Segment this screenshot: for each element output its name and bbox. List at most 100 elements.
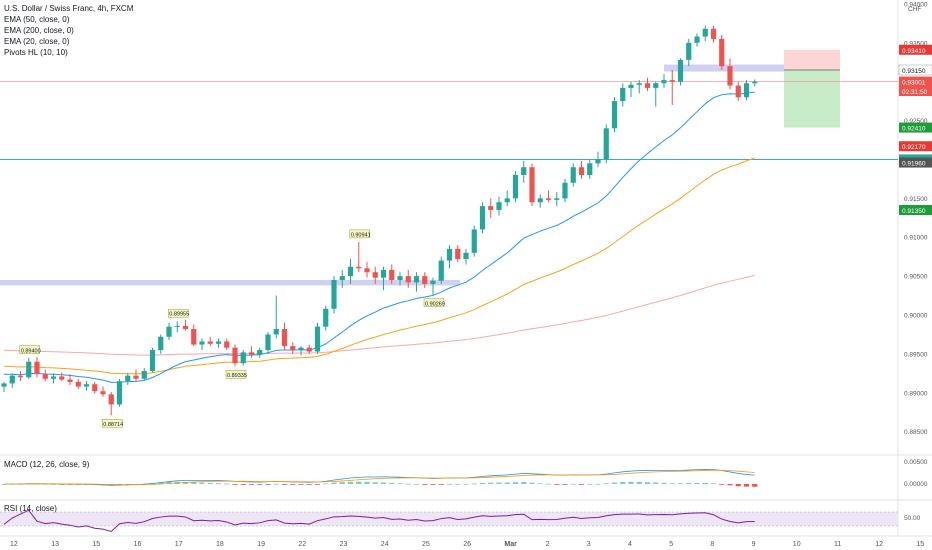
macd-histogram-bar [578,484,585,485]
x-tick-label: 22 [298,541,306,548]
x-tick-label: 13 [51,541,59,548]
macd-histogram-bar [215,483,222,485]
candle-body [356,266,362,269]
currency-label: CHF [908,6,921,13]
macd-histogram-bar [356,481,362,484]
price-label-box [898,64,932,76]
candle-body [67,379,73,382]
take-profit-zone [784,70,840,128]
macd-histogram-bar [240,484,246,485]
y-tick-label: 0.94000 [904,1,928,8]
pivot-label: 0.88714 [103,422,123,428]
price-label-box [899,44,932,55]
macd-histogram-bar [455,483,461,485]
macd-histogram-bar [446,483,453,485]
candle-body [521,167,527,175]
candle-body [50,376,57,379]
macd-histogram-bar [661,482,667,484]
price-label: 0.92170 [902,144,926,151]
macd-histogram-bar [735,484,741,487]
macd-histogram-bar [727,484,733,486]
macd-histogram-bar [59,484,65,485]
macd-histogram-bar [347,481,354,484]
candle-body [108,394,114,405]
candle-body [380,269,387,278]
chart-legend: U.S. Dollar / Swiss Franc, 4h, FXCM EMA … [4,3,133,58]
candle-body [339,276,345,280]
macd-histogram-bar [636,481,642,484]
price-label: 02:31:50 [902,89,928,96]
candle-body [306,347,312,352]
candle-body [265,334,271,350]
candle-body [446,248,453,261]
candle-body [34,361,40,375]
candle-body [83,384,90,387]
pivot-label: 0.89335 [227,373,247,379]
pivot-label-box [19,345,40,355]
price-label: 0.91350 [902,208,926,215]
candle-body [215,341,222,344]
macd-histogram-bar [207,483,213,484]
candle-body [636,83,642,85]
symbol-title: U.S. Dollar / Swiss Franc, 4h, FXCM [4,4,134,13]
macd-tick-label: 0.00000 [904,481,928,488]
x-tick-label: 17 [175,541,183,548]
macd-histogram-bar [158,482,164,484]
macd-histogram-bar [595,483,601,485]
macd-histogram-bar [182,481,189,484]
macd-histogram-bar [537,483,543,485]
candle-body [26,361,32,378]
macd-histogram-bar [587,483,593,485]
macd-label: MACD (12, 26, close, 9) [4,460,90,469]
macd-histogram-bar [323,483,329,485]
x-tick-label: 23 [340,541,348,548]
candle-body [141,371,147,379]
macd-histogram-bar [644,482,651,484]
indicator-ema20: EMA (20, close, 0) [4,37,70,46]
candle-body [743,83,750,98]
x-tick-label: 12 [10,541,18,548]
x-tick-label: 15 [916,541,924,548]
candle-body [323,308,329,327]
macd-histogram-bar [422,484,428,485]
x-tick-label: 25 [422,541,430,548]
candle-body [75,381,81,387]
macd-histogram-bar [611,482,618,484]
candle-body [240,352,246,364]
pivot-label: 0.89400 [21,348,41,354]
y-tick-label: 0.90000 [904,313,928,320]
candle-body [719,38,725,67]
candle-body [677,59,684,82]
macd-histogram-bar [719,484,725,485]
candle-body [273,329,279,335]
price-label: 0.92410 [902,126,926,133]
price-label-box [899,141,932,152]
macd-histogram-bar [496,482,502,484]
candle-body [496,202,502,210]
macd-histogram-bar [570,483,576,485]
candle-body [504,198,510,203]
candle-body [661,80,667,84]
rsi-band [0,512,898,526]
x-tick-label: 10 [793,541,801,548]
candle-body [182,325,189,329]
macd-histogram-bar [50,483,57,485]
pivot-label-box [423,298,445,308]
macd-histogram-bar [669,483,675,485]
macd-histogram-bar [290,484,296,485]
macd-signal-line [3,469,755,486]
price-label: 0.93410 [902,48,926,55]
price-label: 0.93001 [902,80,926,87]
macd-histogram-bar [191,482,197,484]
macd-histogram-bar [743,484,750,487]
x-tick-label: Mar [504,541,517,548]
candle-body [620,87,626,102]
candle-body [702,28,708,37]
candle-body [752,81,758,84]
candle-body [405,276,411,283]
macd-histogram-bar [364,481,370,484]
price-label-box [899,122,932,133]
candle-body [529,167,535,203]
price-label-box [899,157,932,168]
